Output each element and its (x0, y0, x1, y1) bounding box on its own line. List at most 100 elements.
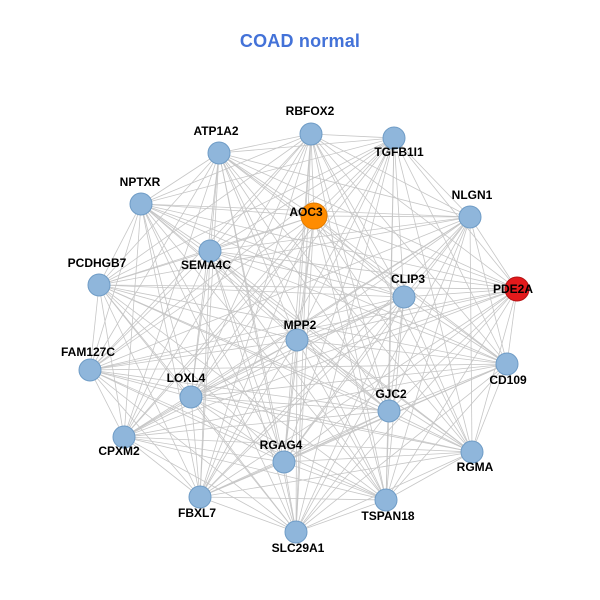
edge-MPP2-RGMA (296, 339, 473, 453)
node-AOC3 (300, 202, 328, 230)
node-label-LOXL4: LOXL4 (167, 371, 206, 385)
edge-FBXL7-SLC29A1 (199, 496, 297, 533)
edge-PDE2A-RGMA (471, 288, 518, 453)
node-label-SEMA4C: SEMA4C (181, 258, 231, 272)
edge-TGFB1I1-MPP2 (296, 137, 395, 341)
edge-GJC2-CPXM2 (123, 410, 390, 438)
edge-CLIP3-FAM127C (89, 296, 405, 371)
edge-GJC2-SLC29A1 (295, 410, 390, 533)
edge-MPP2-FBXL7 (199, 339, 298, 498)
edge-NPTXR-FAM127C (89, 203, 142, 371)
edge-CD109-RGMA (471, 363, 508, 453)
edge-RBFOX2-MPP2 (296, 133, 312, 341)
edge-LOXL4-GJC2 (190, 396, 390, 412)
edge-NPTXR-RGMA (140, 203, 473, 453)
node-TGFB1I1 (382, 126, 406, 150)
edge-SEMA4C-CPXM2 (123, 250, 211, 438)
edge-FAM127C-CD109 (89, 363, 508, 371)
edge-SEMA4C-SLC29A1 (209, 250, 297, 533)
node-label-NLGN1: NLGN1 (452, 188, 493, 202)
edge-CPXM2-FBXL7 (123, 436, 201, 498)
edge-PDE2A-TSPAN18 (385, 288, 518, 501)
node-SLC29A1 (284, 520, 308, 544)
edge-PDE2A-CD109 (506, 288, 518, 365)
edge-RBFOX2-TGFB1I1 (310, 133, 395, 139)
node-label-TGFB1I1: TGFB1I1 (374, 145, 424, 159)
edge-CD109-TSPAN18 (385, 363, 508, 501)
edge-NPTXR-CLIP3 (140, 203, 405, 298)
node-labels-layer: RBFOX2 ATP1A2 TGFB1I1 NPTXR NLGN1 AOC3 SEMA4C P… (61, 104, 533, 555)
node-NLGN1 (458, 205, 482, 229)
edge-RGMA-FBXL7 (199, 451, 473, 498)
edge-CLIP3-RGAG4 (283, 296, 405, 463)
node-FBXL7 (188, 485, 212, 509)
edge-FAM127C-RGAG4 (89, 369, 285, 463)
edge-PCDHGB7-PDE2A (98, 284, 518, 290)
edge-PCDHGB7-RGAG4 (98, 284, 285, 463)
edge-CLIP3-PDE2A (403, 288, 518, 298)
edge-RBFOX2-PCDHGB7 (98, 133, 312, 286)
node-label-MPP2: MPP2 (284, 318, 317, 332)
edge-RBFOX2-NLGN1 (310, 133, 471, 218)
edge-TGFB1I1-NPTXR (140, 137, 395, 205)
node-PDE2A (504, 276, 530, 302)
edge-RBFOX2-TSPAN18 (310, 133, 387, 501)
node-TSPAN18 (374, 488, 398, 512)
edge-CLIP3-CPXM2 (123, 296, 405, 438)
edge-SEMA4C-CLIP3 (209, 250, 405, 298)
edge-CPXM2-RGMA (123, 436, 473, 453)
edge-GJC2-RGMA (388, 410, 473, 453)
edge-LOXL4-TSPAN18 (190, 396, 387, 501)
edge-NLGN1-RGMA (469, 216, 473, 453)
edge-NPTXR-SEMA4C (140, 203, 211, 252)
edge-PDE2A-CPXM2 (123, 288, 518, 438)
edge-RBFOX2-RGAG4 (283, 133, 312, 463)
edge-PCDHGB7-CLIP3 (98, 284, 405, 298)
edge-FAM127C-GJC2 (89, 369, 390, 412)
edge-MPP2-CPXM2 (123, 339, 298, 438)
edge-CD109-SLC29A1 (295, 363, 508, 533)
edge-RGAG4-RGMA (283, 451, 473, 463)
edge-PDE2A-MPP2 (296, 288, 518, 341)
edge-TGFB1I1-SLC29A1 (295, 137, 395, 533)
node-label-SLC29A1: SLC29A1 (272, 541, 325, 555)
edge-CLIP3-TSPAN18 (385, 296, 405, 501)
edge-PCDHGB7-RGMA (98, 284, 473, 453)
edge-TGFB1I1-PDE2A (393, 137, 518, 290)
node-MPP2 (285, 328, 309, 352)
edge-NLGN1-PDE2A (469, 216, 518, 290)
node-SEMA4C (198, 239, 222, 263)
edge-CLIP3-CD109 (403, 296, 508, 365)
edge-SEMA4C-PDE2A (209, 250, 518, 290)
edge-FAM127C-RGMA (89, 369, 473, 453)
edge-SEMA4C-RGMA (209, 250, 473, 453)
edge-ATP1A2-FBXL7 (199, 152, 220, 498)
node-PCDHGB7 (87, 273, 111, 297)
node-ATP1A2 (207, 141, 231, 165)
node-label-ATP1A2: ATP1A2 (193, 124, 238, 138)
node-label-RBFOX2: RBFOX2 (286, 104, 335, 118)
edge-FBXL7-TSPAN18 (199, 496, 387, 501)
edge-NPTXR-AOC3 (140, 203, 315, 217)
node-label-CD109: CD109 (489, 373, 527, 387)
edge-CPXM2-RGAG4 (123, 436, 285, 463)
edge-ATP1A2-PDE2A (218, 152, 518, 290)
node-RGAG4 (272, 450, 296, 474)
edge-FAM127C-SLC29A1 (89, 369, 297, 533)
edge-RBFOX2-CD109 (310, 133, 508, 365)
node-label-AOC3: AOC3 (289, 205, 323, 219)
edge-NLGN1-FBXL7 (199, 216, 471, 498)
edge-MPP2-CD109 (296, 339, 508, 365)
edge-RGMA-TSPAN18 (385, 451, 473, 501)
edge-CD109-CPXM2 (123, 363, 508, 438)
edge-CD109-LOXL4 (190, 363, 508, 398)
edge-GJC2-RGAG4 (283, 410, 390, 463)
node-RGMA (460, 440, 484, 464)
edge-ATP1A2-TSPAN18 (218, 152, 387, 501)
edge-NPTXR-MPP2 (140, 203, 298, 341)
edge-NPTXR-FBXL7 (140, 203, 201, 498)
edge-NLGN1-SLC29A1 (295, 216, 471, 533)
edge-PDE2A-FAM127C (89, 288, 518, 371)
edge-PCDHGB7-CPXM2 (98, 284, 125, 438)
edge-TGFB1I1-TSPAN18 (385, 137, 395, 501)
